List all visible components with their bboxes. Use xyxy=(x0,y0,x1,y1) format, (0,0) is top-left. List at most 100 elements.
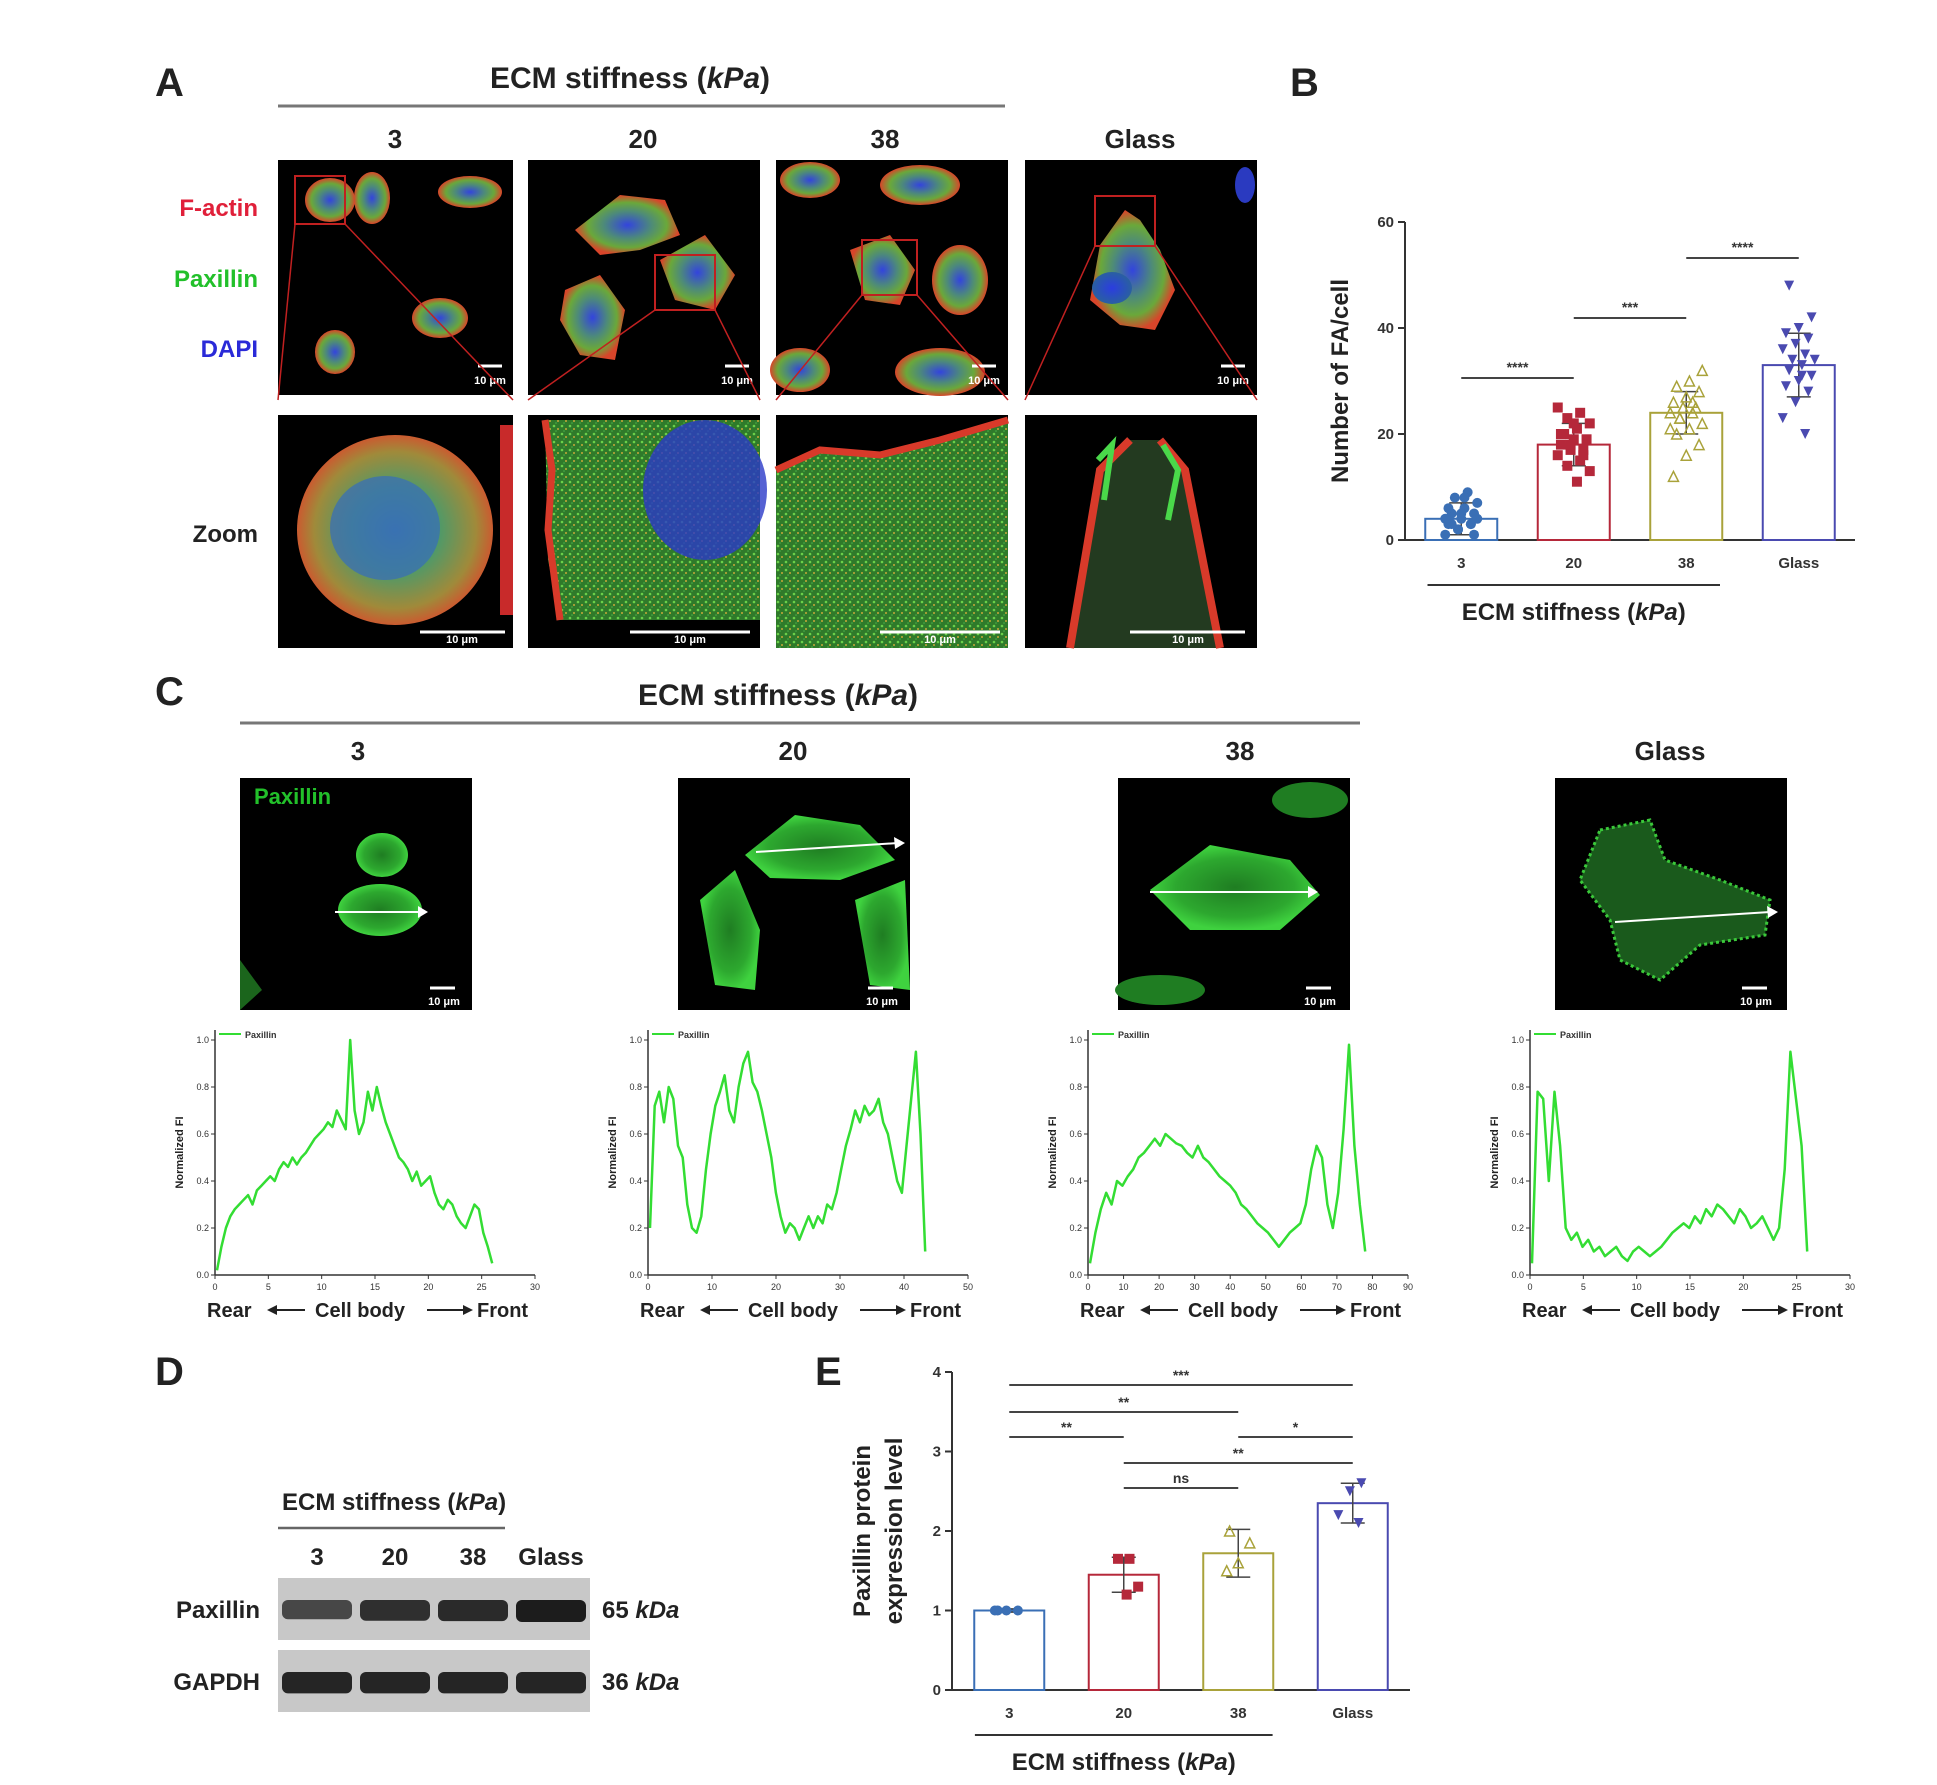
panel-c-header: ECM stiffness (kPa) xyxy=(638,679,918,712)
significance-label: * xyxy=(1293,1419,1299,1435)
arrow-left-head xyxy=(1582,1305,1592,1315)
y-tick-label: 0.6 xyxy=(196,1129,209,1139)
profile-charts: 0.0 0.2 0.4 0.6 0.8 1.0 0 5 10 15 20 25 30 Normalized… xyxy=(174,1030,1855,1322)
panel-a-col-38: 38 xyxy=(871,124,900,154)
x-tick-label: 25 xyxy=(1792,1282,1802,1292)
panel-d-header: ECM stiffness (kPa) xyxy=(282,1489,506,1516)
x-axis-label-unit: kPa xyxy=(1185,1749,1228,1776)
y-tick-label: 0.2 xyxy=(1069,1223,1082,1233)
data-point xyxy=(1443,503,1454,514)
y-axis-label-line2: expression level xyxy=(881,1438,908,1625)
legend-label: Paxillin xyxy=(1118,1030,1150,1040)
x-tick-label-3: 3 xyxy=(1457,555,1465,572)
significance-label: ns xyxy=(1173,1470,1190,1486)
data-point xyxy=(1777,413,1788,424)
y-tick-label: 0 xyxy=(933,1682,941,1699)
data-point xyxy=(1440,529,1451,540)
svg-text:10 μm: 10 μm xyxy=(1217,375,1249,387)
data-point xyxy=(1667,395,1680,408)
band xyxy=(282,1672,352,1694)
panel-c-col-38: 38 xyxy=(1226,736,1255,766)
data-point xyxy=(1562,413,1573,424)
y-tick-label: 0.2 xyxy=(1511,1223,1524,1233)
data-point xyxy=(1581,434,1592,445)
band-name-paxillin: Paxillin xyxy=(176,1597,260,1624)
profile-line xyxy=(1530,1050,1809,1264)
arrow-left-head xyxy=(700,1305,710,1315)
x-tick-label: 90 xyxy=(1403,1282,1413,1292)
bar-Glass xyxy=(1316,1502,1389,1692)
direction-rear: Rear xyxy=(207,1300,252,1322)
data-point xyxy=(1800,429,1811,439)
band-size-unit: kDa xyxy=(635,1597,679,1624)
arrow-left-head xyxy=(1140,1305,1150,1315)
chart-b: 0 20 40 60 3 20 38 Glass ECM stiffness (kPa) Numb… xyxy=(1327,214,1855,626)
data-point xyxy=(1112,1553,1123,1564)
band xyxy=(360,1600,430,1621)
x-tick-label: 0 xyxy=(1527,1282,1532,1292)
data-point xyxy=(1796,360,1807,371)
zoom-label: Zoom xyxy=(193,521,258,548)
significance-label: ** xyxy=(1118,1394,1129,1410)
data-point xyxy=(1472,497,1483,508)
y-axis-label-line1: Paxillin protein xyxy=(849,1445,876,1617)
svg-text:10 μm: 10 μm xyxy=(674,634,706,646)
direction-body: Cell body xyxy=(1188,1300,1279,1322)
profile-chart-1: 0.0 0.2 0.4 0.6 0.8 1.0 0 5 10 15 20 25 30 Normalized… xyxy=(174,1030,540,1322)
y-axis-label: Normalized FI xyxy=(1489,1116,1501,1188)
x-axis-label: ECM stiffness (kPa) xyxy=(1012,1749,1236,1776)
significance-label: **** xyxy=(1507,359,1529,375)
zoom-38kpa: 10 μm xyxy=(774,415,1009,648)
y-tick-label: 0.2 xyxy=(196,1223,209,1233)
x-tick-label: 60 xyxy=(1296,1282,1306,1292)
y-axis-label: Number of FA/cell xyxy=(1327,279,1354,483)
data-point xyxy=(1692,384,1706,398)
x-tick-label: 10 xyxy=(1119,1282,1129,1292)
data-point xyxy=(1575,407,1586,418)
y-tick-label: 0.4 xyxy=(196,1176,209,1186)
x-tick-label-Glass: Glass xyxy=(1332,1705,1373,1722)
y-tick-label: 40 xyxy=(1377,320,1394,337)
panel-a: ECM stiffness (kPa) 3 20 38 Glass F-acti… xyxy=(174,62,1258,649)
y-axis-label: Normalized FI xyxy=(607,1116,619,1188)
data-point xyxy=(1001,1605,1012,1616)
lane-label-Glass: Glass xyxy=(518,1544,583,1571)
x-tick-label-38: 38 xyxy=(1230,1705,1247,1722)
data-point xyxy=(1568,418,1579,429)
data-point xyxy=(1696,416,1709,430)
data-point xyxy=(1686,395,1699,408)
panel-label-a: A xyxy=(155,61,184,105)
micrograph-glass: 10 μm xyxy=(1025,160,1257,395)
data-point xyxy=(1012,1605,1023,1616)
x-tick-label: 15 xyxy=(1685,1282,1695,1292)
x-axis-label: ECM stiffness (kPa) xyxy=(1462,599,1686,626)
x-tick-label: 25 xyxy=(477,1282,487,1292)
y-tick-label: 1.0 xyxy=(196,1035,209,1045)
x-axis-label-text: ECM stiffness ( xyxy=(1012,1749,1185,1776)
data-point xyxy=(1800,349,1811,360)
data-point xyxy=(1676,400,1690,414)
data-point xyxy=(1133,1581,1144,1592)
svg-text:10 μm: 10 μm xyxy=(968,375,1000,387)
data-point xyxy=(1673,411,1687,424)
y-tick-label: 2 xyxy=(933,1523,941,1540)
legend-label: Paxillin xyxy=(1560,1030,1592,1040)
micrograph-38kpa: 10 μm xyxy=(770,160,1008,396)
data-point xyxy=(1552,450,1563,461)
profile-line xyxy=(215,1038,494,1271)
data-point xyxy=(1353,1518,1364,1529)
panel-c-col-20: 20 xyxy=(779,736,808,766)
direction-body: Cell body xyxy=(1630,1300,1721,1322)
data-point xyxy=(1790,397,1801,408)
data-point xyxy=(1692,437,1706,451)
data-point xyxy=(1670,379,1683,393)
panel-d: ECM stiffness (kPa) 3 20 38 Glass Paxillin 65… xyxy=(173,1489,679,1712)
data-point xyxy=(1787,354,1798,365)
svg-text:10 μm: 10 μm xyxy=(1172,634,1204,646)
data-point xyxy=(1806,370,1817,381)
arrow-right-head xyxy=(1778,1305,1788,1315)
stain-label-paxillin: Paxillin xyxy=(174,266,258,293)
y-tick-label: 0.8 xyxy=(1069,1082,1082,1092)
data-point xyxy=(1584,418,1595,429)
